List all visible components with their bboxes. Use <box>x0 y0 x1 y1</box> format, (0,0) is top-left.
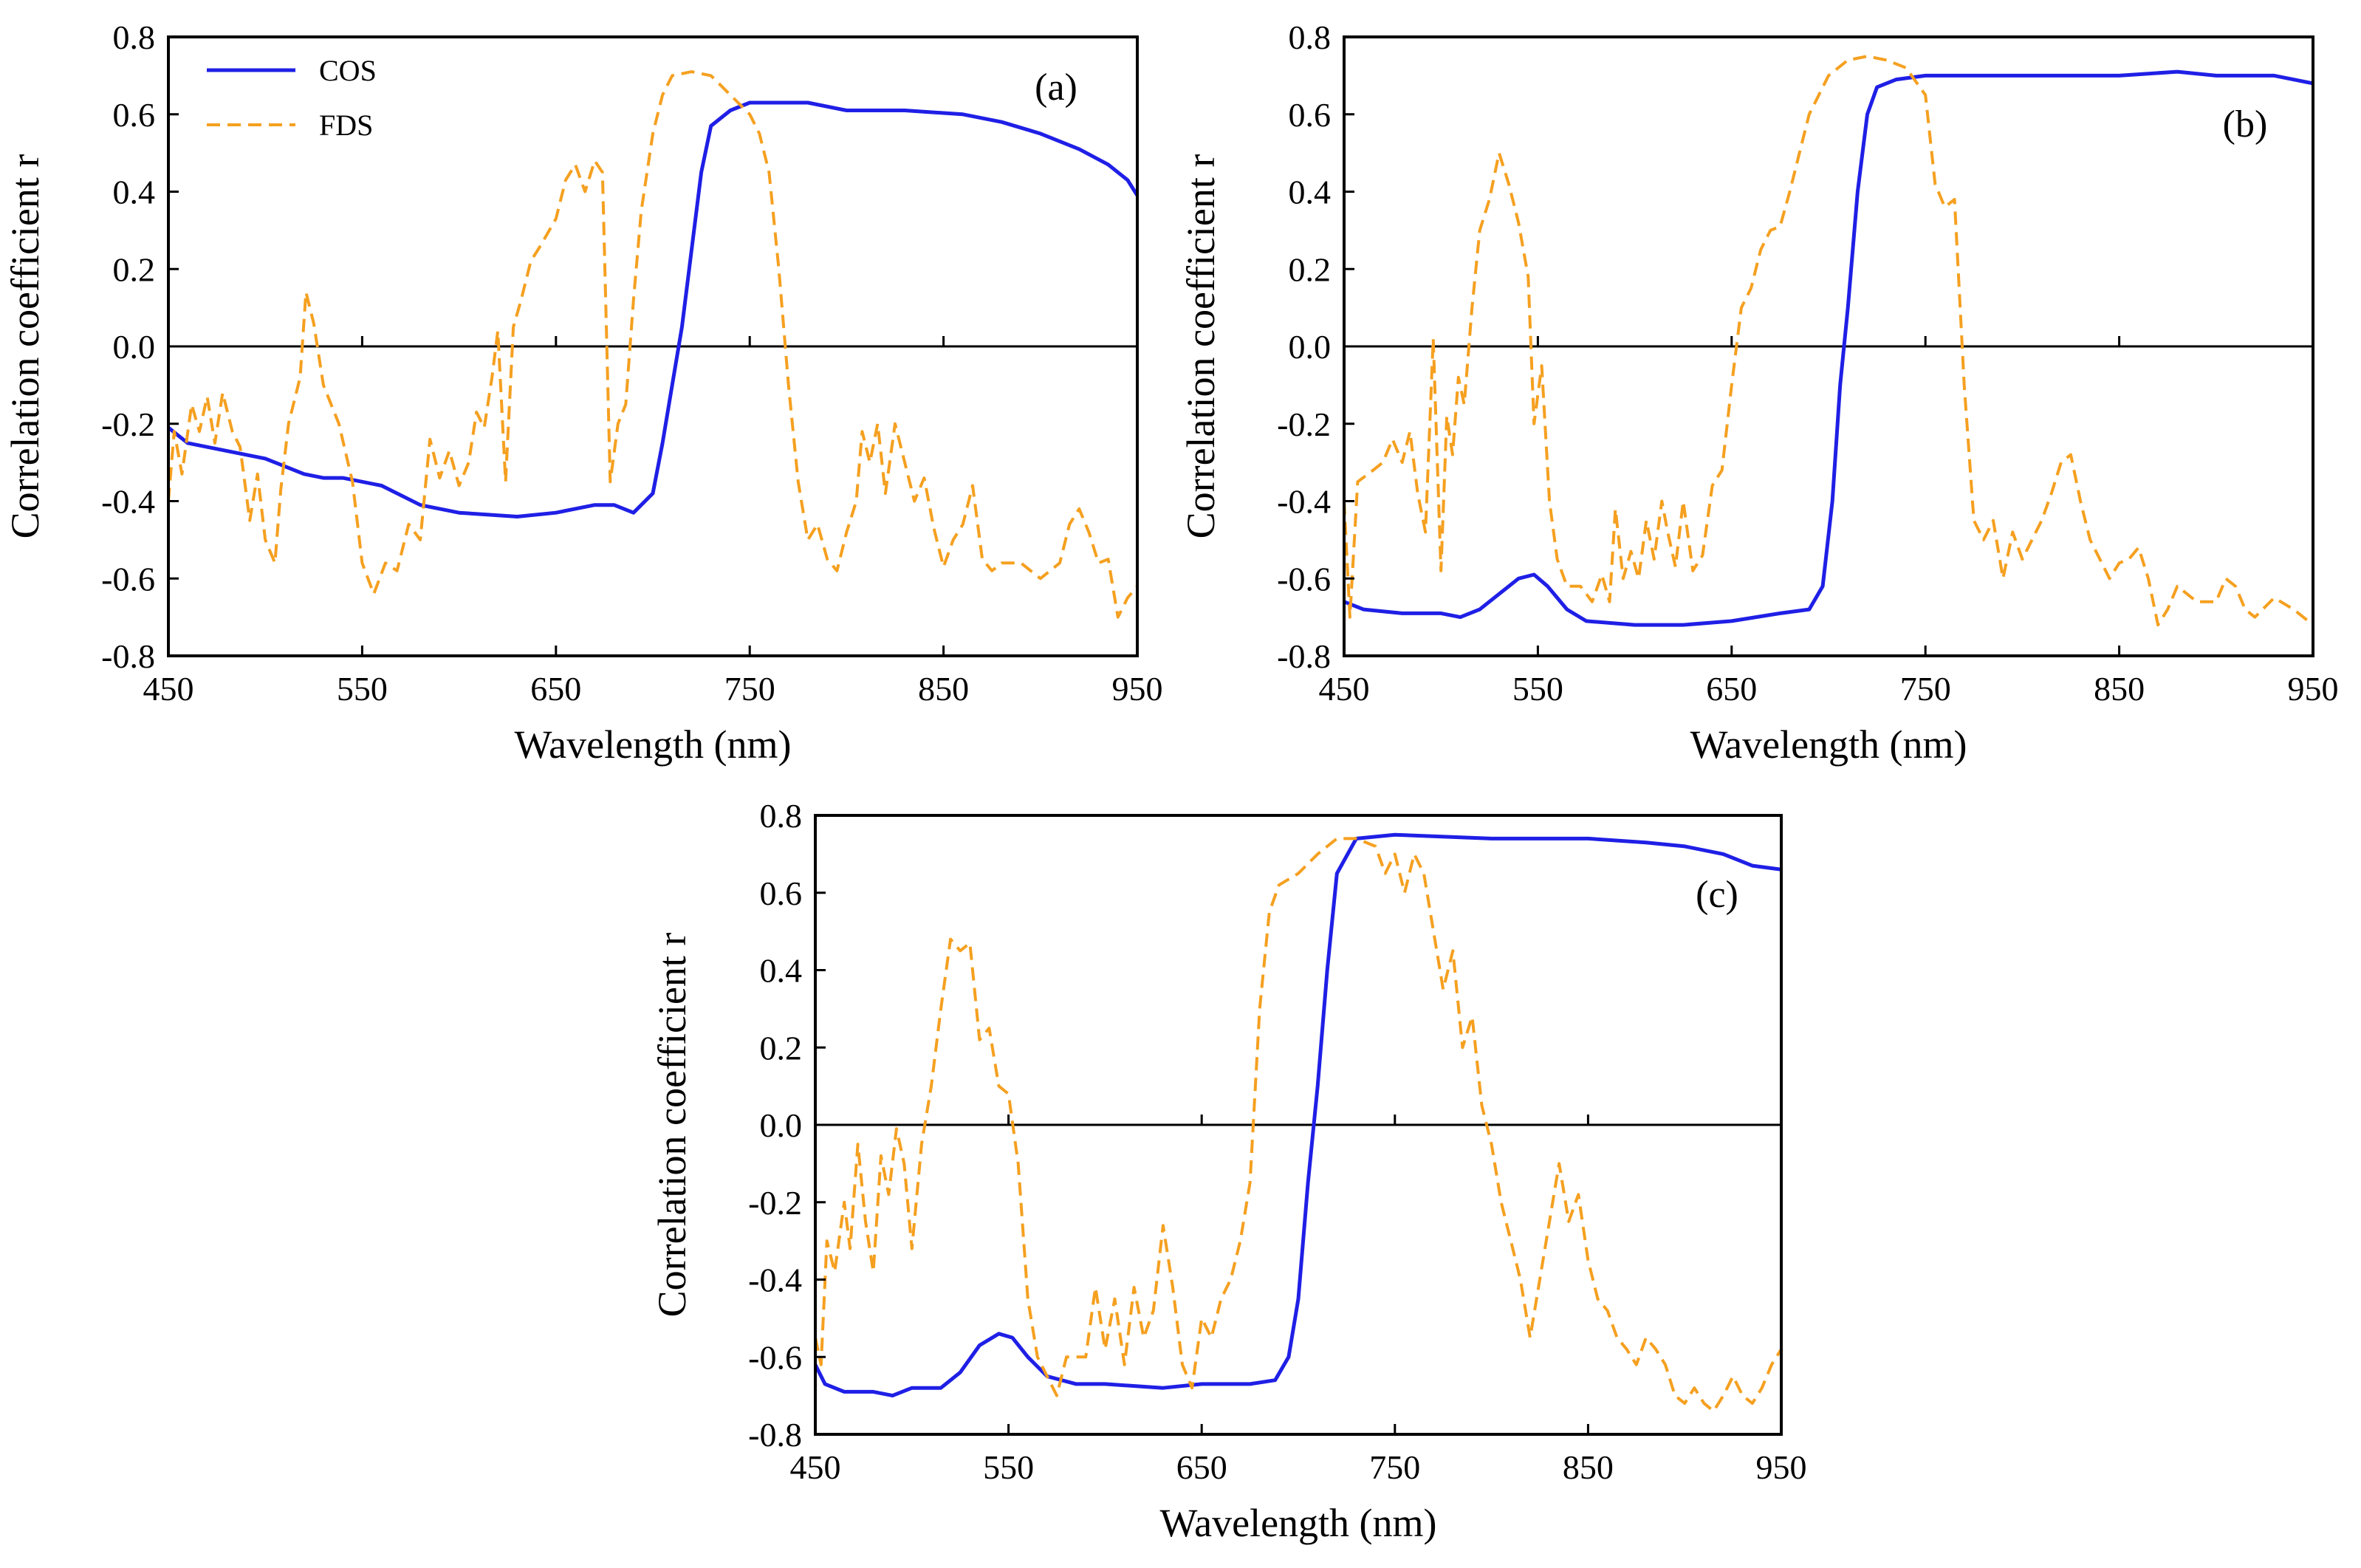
y-tick-label: 0.4 <box>113 174 156 211</box>
panel-label: (b) <box>2223 103 2268 145</box>
y-tick-label: -0.2 <box>101 405 155 443</box>
x-tick-label: 550 <box>1512 670 1563 708</box>
y-axis-title: Correlation coefficient r <box>1179 154 1223 539</box>
chart-panel-2: 450 550 650 750 850 950 -0.8 -0.6 -0.4 -0.2 0.0 0.2… <box>1179 18 2339 767</box>
x-tick-label: 550 <box>983 1448 1034 1486</box>
y-tick-label: 0.4 <box>1289 174 1332 211</box>
series-fds-line <box>815 837 1781 1413</box>
x-tick-label: 450 <box>790 1448 841 1486</box>
y-tick-label: 0.6 <box>760 874 803 912</box>
x-tick-label: 650 <box>1176 1448 1227 1486</box>
y-tick-label: -0.6 <box>101 560 155 598</box>
y-tick-label: -0.6 <box>1277 560 1331 598</box>
legend-label-cos: COS <box>319 54 377 87</box>
x-tick-label: 750 <box>724 670 775 708</box>
x-axis-title: Wavelength (nm) <box>1159 1501 1436 1545</box>
y-tick-label: -0.4 <box>1277 483 1331 521</box>
y-tick-label: 0.6 <box>113 96 156 134</box>
y-tick-label: -0.8 <box>1277 637 1331 675</box>
y-tick-label: 0.2 <box>1289 250 1332 288</box>
x-axis-title: Wavelength (nm) <box>1690 722 1967 767</box>
y-tick-label: -0.8 <box>748 1416 802 1454</box>
y-tick-label: -0.6 <box>748 1338 802 1376</box>
y-tick-label: 0.8 <box>1289 18 1332 56</box>
y-tick-label: 0.8 <box>113 18 156 56</box>
x-tick-label: 850 <box>918 670 969 708</box>
chart-panel-3: 450 550 650 750 850 950 -0.8 -0.6 -0.4 -0.2 0.0 0.2… <box>650 797 1807 1545</box>
x-tick-label: 750 <box>1900 670 1951 708</box>
series-cos-line <box>1344 69 2313 627</box>
x-tick-label: 950 <box>1756 1448 1807 1486</box>
series-fds-line <box>1344 55 2313 627</box>
y-tick-label: 0.8 <box>760 797 803 835</box>
series-cos-line <box>168 100 1137 518</box>
x-tick-label: 950 <box>2288 670 2339 708</box>
series-fds-line <box>168 70 1137 619</box>
y-tick-label: -0.4 <box>748 1261 802 1299</box>
y-tick-label: -0.2 <box>1277 405 1331 443</box>
y-tick-label: 0.0 <box>760 1106 803 1144</box>
series-cos-line <box>815 832 1781 1398</box>
y-tick-label: 0.6 <box>1289 96 1332 134</box>
y-tick-label: 0.0 <box>1289 328 1332 366</box>
y-axis-title: Correlation coefficient r <box>3 154 47 539</box>
legend-label-fds: FDS <box>319 109 373 142</box>
legend: COS FDS <box>207 54 377 142</box>
x-tick-label: 450 <box>1319 670 1370 708</box>
x-tick-label: 650 <box>530 670 581 708</box>
chart-panel-1: 450 550 650 750 850 950 -0.8 -0.6 -0.4 -0.2 0.0 0.2… <box>3 18 1163 767</box>
y-tick-label: 0.4 <box>760 952 803 990</box>
x-tick-label: 550 <box>337 670 388 708</box>
y-tick-label: -0.8 <box>101 637 155 675</box>
x-tick-label: 850 <box>2094 670 2145 708</box>
panel-label: (c) <box>1696 874 1738 916</box>
y-tick-label: 0.2 <box>113 250 156 288</box>
y-tick-label: 0.0 <box>113 328 156 366</box>
x-tick-label: 650 <box>1706 670 1757 708</box>
x-tick-label: 850 <box>1563 1448 1614 1486</box>
x-tick-label: 950 <box>1112 670 1163 708</box>
y-tick-label: -0.2 <box>748 1184 802 1222</box>
x-tick-label: 450 <box>143 670 194 708</box>
y-tick-label: 0.2 <box>760 1029 803 1067</box>
x-axis-title: Wavelength (nm) <box>514 722 791 767</box>
y-axis-title: Correlation coefficient r <box>650 933 694 1318</box>
x-tick-label: 750 <box>1369 1448 1420 1486</box>
y-tick-label: -0.4 <box>101 483 155 521</box>
panel-label: (a) <box>1035 66 1077 109</box>
